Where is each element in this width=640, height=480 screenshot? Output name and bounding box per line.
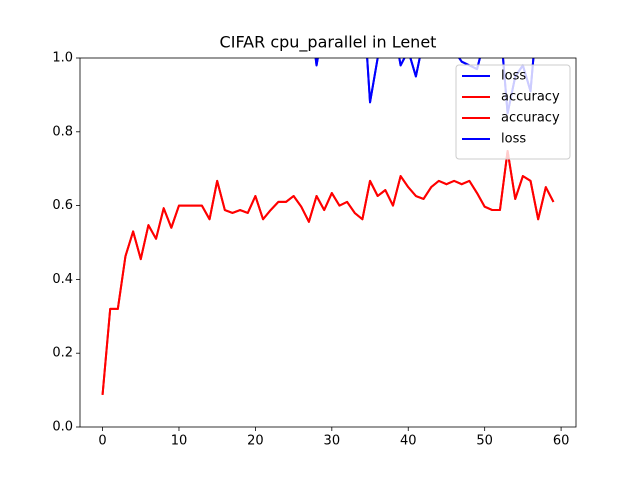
x-tick-label: 50 xyxy=(476,434,493,449)
legend-box xyxy=(455,64,571,160)
x-tick-label: 60 xyxy=(553,434,570,449)
legend-label: accuracy xyxy=(501,90,560,105)
legend-label: loss xyxy=(501,132,526,147)
y-tick-label: 0.4 xyxy=(52,272,73,287)
legend-label: accuracy xyxy=(501,111,560,126)
legend-label: loss xyxy=(501,69,526,84)
y-tick-label: 0.2 xyxy=(52,346,73,361)
y-tick-label: 0.6 xyxy=(52,198,73,213)
chart-title: CIFAR cpu_parallel in Lenet xyxy=(220,33,437,53)
data-line xyxy=(314,58,535,115)
y-tick-label: 0.8 xyxy=(52,124,73,139)
y-tick-label: 0.0 xyxy=(52,420,73,435)
x-tick-label: 20 xyxy=(247,434,264,449)
x-tick-label: 10 xyxy=(171,434,188,449)
x-tick-label: 0 xyxy=(98,434,106,449)
data-line xyxy=(101,149,555,395)
x-tick-label: 40 xyxy=(400,434,417,449)
x-tick-label: 30 xyxy=(324,434,341,449)
plot-area xyxy=(101,58,555,395)
y-tick-label: 1.0 xyxy=(52,51,73,66)
plot-frame xyxy=(79,57,577,428)
